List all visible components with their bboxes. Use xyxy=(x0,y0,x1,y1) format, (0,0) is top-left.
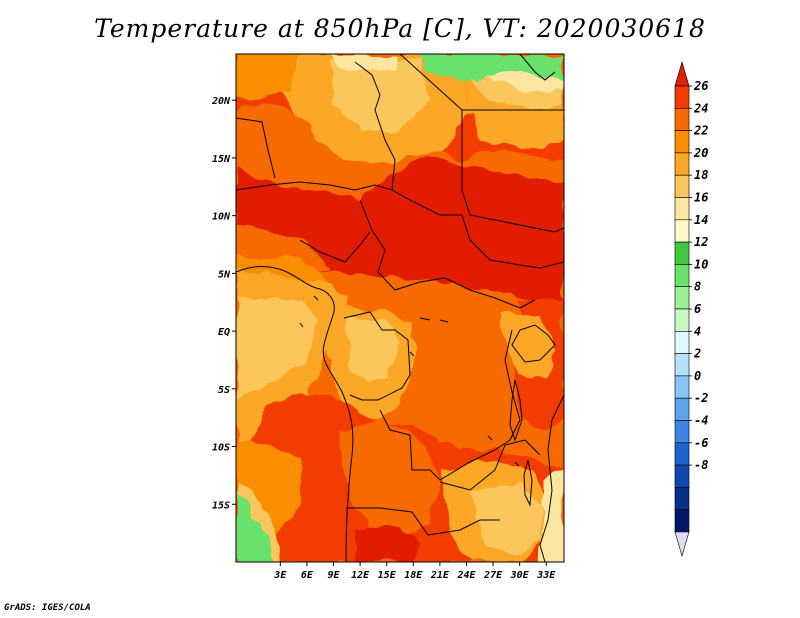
colorbar-swatch xyxy=(674,353,690,377)
lat-tick-label: 5N xyxy=(218,269,231,280)
colorbar-swatch xyxy=(674,330,690,354)
colorbar-label: -8 xyxy=(694,458,708,472)
colorbar-swatch xyxy=(674,174,690,198)
colorbar-swatch xyxy=(674,397,690,421)
colorbar-label: 24 xyxy=(693,101,708,115)
lat-axis: 20N 15N 10N 5N EQ 5S 10S 15S xyxy=(211,96,236,511)
region-nw-yellow xyxy=(330,54,400,72)
region-gulf-18 xyxy=(236,300,320,400)
lat-tick-label: 15S xyxy=(212,500,230,511)
colorbar-swatch xyxy=(674,375,690,399)
colorbar-label: 22 xyxy=(693,124,708,138)
coastlines-borders xyxy=(236,54,564,562)
colorbar-swatch xyxy=(674,442,690,466)
region-sw-green xyxy=(236,495,275,562)
lon-tick-label: 33E xyxy=(536,570,556,581)
region-south-22 xyxy=(340,420,440,540)
lat-tick-label: EQ xyxy=(218,327,230,338)
colorbar-label: 6 xyxy=(694,302,701,316)
region-nw-20 xyxy=(236,54,300,100)
region-south-hot xyxy=(355,525,420,562)
colorbar-swatch xyxy=(674,152,690,176)
colorbar-swatch xyxy=(674,509,690,533)
colorbar-label: -6 xyxy=(694,436,708,450)
temperature-field xyxy=(236,54,564,562)
grads-credit: GrADS: IGES/COLA xyxy=(4,603,91,613)
colorbar-swatch xyxy=(674,308,690,332)
region-ea-20 xyxy=(500,310,555,380)
tanzania-coast xyxy=(539,394,564,562)
lon-tick-label: 15E xyxy=(378,570,397,581)
great-lakes-1 xyxy=(511,324,556,363)
lat-tick-label: 5S xyxy=(218,385,230,396)
angola-south xyxy=(346,507,500,536)
lon-tick-label: 27E xyxy=(483,570,503,581)
drc-east xyxy=(379,329,521,481)
colorbar-swatch xyxy=(674,264,690,287)
region-se-16 xyxy=(470,485,545,555)
lat-tick-label: 20N xyxy=(211,96,231,107)
lon-tick-label: 9E xyxy=(327,570,340,581)
colorbar-label: 14 xyxy=(694,213,708,227)
colorbar-label: -4 xyxy=(694,414,708,428)
colorbar-swatch xyxy=(674,286,690,310)
colorbar-swatch xyxy=(674,85,690,109)
lon-tick-label: 6E xyxy=(301,570,314,581)
lon-tick-label: 21E xyxy=(430,570,450,581)
lon-axis: 3E 6E 9E 12E 15E 18E 21E 24E 27E 30E 33E xyxy=(273,562,556,581)
congo-border xyxy=(343,311,411,401)
west-africa-coast xyxy=(236,265,354,562)
lon-tick-label: 30E xyxy=(510,570,530,581)
colorbar-swatch xyxy=(674,197,690,221)
chad-border xyxy=(391,189,564,269)
colorbar-swatch xyxy=(674,487,690,510)
region-congo-18 xyxy=(345,320,400,385)
colorbar-label: 16 xyxy=(694,191,708,205)
lake-malawi xyxy=(523,459,533,507)
lat-tick-label: 10N xyxy=(212,212,231,223)
sudan-south xyxy=(461,156,564,233)
colorbar-label: 20 xyxy=(693,146,708,160)
lon-tick-label: 24E xyxy=(456,570,476,581)
colorbar-label: 10 xyxy=(694,257,708,271)
colorbar-label: 0 xyxy=(694,369,701,383)
lat-tick-label: 10S xyxy=(212,443,230,454)
colorbar-label: 26 xyxy=(693,79,708,93)
colorbar-swatch xyxy=(674,464,690,488)
colorbar-swatch xyxy=(674,219,690,243)
lon-tick-label: 3E xyxy=(273,570,287,581)
colorbar-label: 18 xyxy=(694,168,708,182)
map-frame xyxy=(235,53,565,563)
lat-tick-label: 15N xyxy=(212,154,231,165)
colorbar-bottom-arrow xyxy=(674,531,690,558)
lon-tick-label: 18E xyxy=(404,570,423,581)
region-east-22 xyxy=(410,290,520,440)
sahara-border-2 xyxy=(236,117,276,179)
colorbar-label: 8 xyxy=(694,280,701,294)
colorbar-swatch xyxy=(674,241,690,265)
lake-tanganyika xyxy=(509,379,523,442)
colorbar-swatch xyxy=(674,108,690,131)
nigeria-border xyxy=(299,231,371,263)
colorbar-top-arrow xyxy=(674,60,690,87)
horn-coast xyxy=(519,54,556,81)
colorbar-swatch xyxy=(674,130,690,154)
colorbar-label: 12 xyxy=(694,235,708,249)
cameroon-car xyxy=(359,199,536,309)
region-se-14 xyxy=(540,470,564,562)
colorbar-label: -2 xyxy=(694,391,708,405)
colorbar-label: 4 xyxy=(694,324,701,338)
map-title: Temperature at 850hPa [C], VT: 202003061… xyxy=(94,14,706,43)
zambia-border xyxy=(439,439,541,491)
colorbar-swatch xyxy=(674,420,690,444)
small-islands xyxy=(299,295,520,467)
lon-tick-label: 12E xyxy=(351,570,370,581)
colorbar-label: 2 xyxy=(693,347,701,361)
region-ne-green xyxy=(418,54,564,82)
